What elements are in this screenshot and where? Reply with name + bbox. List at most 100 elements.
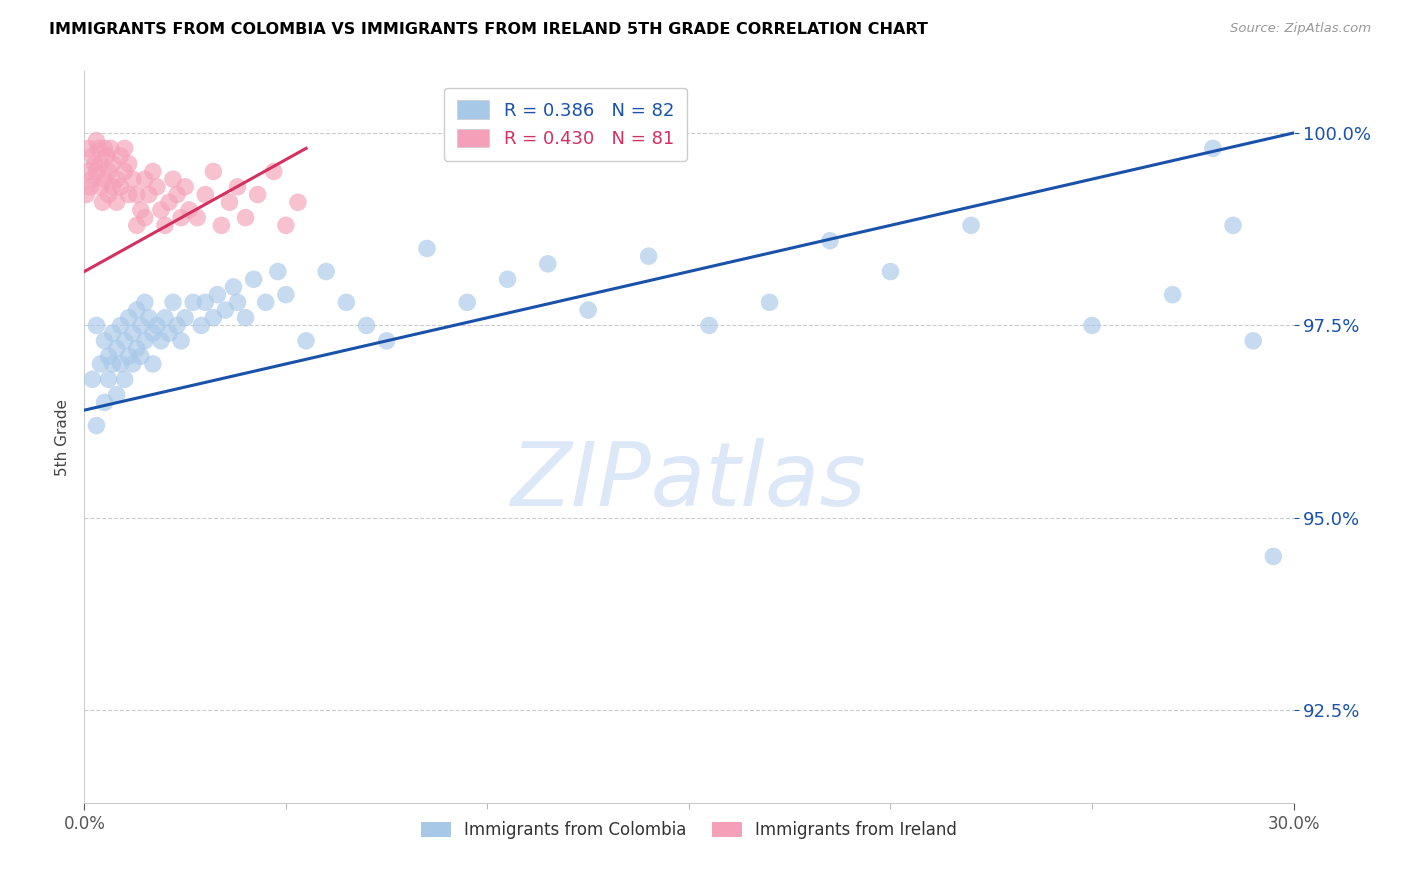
Point (697, 318, 720, 333)
Point (82, 149, 104, 163)
Point (105, 342, 128, 356)
Point (105, 388, 128, 402)
Point (83, 157, 105, 171)
Point (93, 172, 115, 186)
Point (174, 179, 197, 194)
Point (134, 334, 156, 348)
Point (96, 149, 118, 163)
Point (209, 219, 232, 233)
Point (235, 211, 257, 225)
Point (637, 249, 659, 263)
Point (93, 141, 115, 155)
Point (91, 195, 114, 210)
Point (263, 164, 285, 178)
Point (149, 202, 172, 217)
Point (537, 257, 560, 271)
Point (129, 318, 152, 333)
Point (134, 172, 156, 186)
Point (86, 318, 108, 333)
Point (496, 272, 519, 286)
Point (89, 157, 111, 171)
Text: Source: ZipAtlas.com: Source: ZipAtlas.com (1230, 22, 1371, 36)
Point (274, 219, 297, 233)
Point (202, 164, 225, 178)
Point (114, 141, 136, 155)
Point (218, 195, 240, 210)
Point (121, 357, 143, 371)
Point (1202, 141, 1225, 155)
Point (1161, 287, 1184, 301)
Point (100, 141, 122, 155)
Point (157, 195, 180, 210)
Point (118, 349, 141, 363)
Point (207, 287, 229, 301)
Point (758, 295, 780, 310)
Point (181, 295, 204, 310)
Point (114, 334, 136, 348)
Point (75, 187, 97, 202)
Point (246, 187, 269, 202)
Point (142, 164, 165, 178)
Point (194, 295, 217, 310)
Point (110, 179, 132, 194)
Point (86, 164, 108, 178)
Point (101, 179, 124, 194)
Point (295, 334, 318, 348)
Point (153, 219, 176, 233)
Point (97, 187, 120, 202)
Point (226, 295, 249, 310)
Point (110, 357, 132, 371)
Point (356, 318, 378, 333)
Point (118, 157, 141, 171)
Y-axis label: 5th Grade: 5th Grade (55, 399, 70, 475)
Point (186, 211, 208, 225)
Point (166, 318, 188, 333)
Point (879, 264, 901, 278)
Text: ZIPatlas: ZIPatlas (512, 438, 866, 524)
Point (1263, 549, 1285, 564)
Point (97, 349, 120, 363)
Point (179, 202, 201, 217)
Point (82, 372, 104, 386)
Point (226, 179, 249, 194)
Point (93, 334, 115, 348)
Point (134, 211, 156, 225)
Point (121, 172, 143, 186)
Point (1241, 334, 1264, 348)
Point (1081, 318, 1104, 333)
Text: IMMIGRANTS FROM COLOMBIA VS IMMIGRANTS FROM IRELAND 5TH GRADE CORRELATION CHART: IMMIGRANTS FROM COLOMBIA VS IMMIGRANTS F… (49, 22, 928, 37)
Point (87, 141, 110, 155)
Point (162, 295, 184, 310)
Point (79, 179, 101, 194)
Point (242, 272, 264, 286)
Point (105, 195, 128, 210)
Point (202, 310, 225, 325)
Point (162, 172, 184, 186)
Point (105, 172, 128, 186)
Point (93, 395, 115, 409)
Point (118, 310, 141, 325)
Point (157, 326, 180, 340)
Point (86, 134, 108, 148)
Point (170, 334, 193, 348)
Point (576, 303, 599, 318)
Point (190, 318, 212, 333)
Point (101, 157, 124, 171)
Legend: Immigrants from Colombia, Immigrants from Ireland: Immigrants from Colombia, Immigrants fro… (415, 814, 963, 846)
Point (138, 187, 160, 202)
Point (101, 326, 124, 340)
Point (194, 187, 217, 202)
Point (416, 242, 439, 256)
Point (146, 318, 169, 333)
Point (174, 310, 197, 325)
Point (125, 187, 148, 202)
Point (114, 372, 136, 386)
Point (149, 334, 172, 348)
Point (125, 342, 148, 356)
Point (274, 287, 297, 301)
Point (456, 295, 478, 310)
Point (134, 295, 156, 310)
Point (129, 349, 152, 363)
Point (110, 318, 132, 333)
Point (146, 179, 169, 194)
